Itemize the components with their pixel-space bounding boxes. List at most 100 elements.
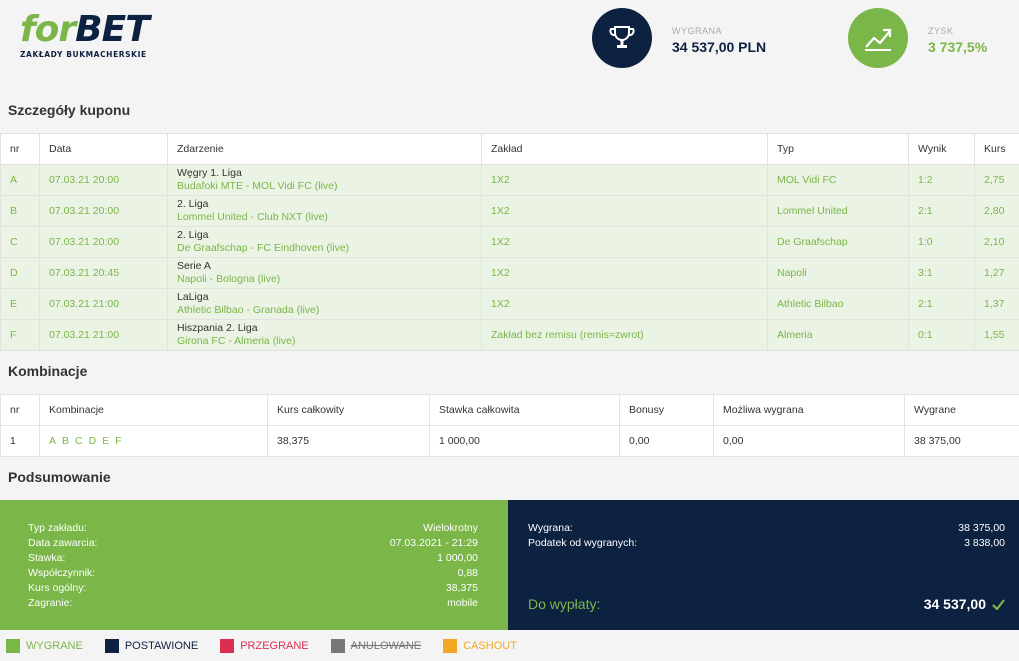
combo-letter: A: [49, 435, 57, 447]
table-row[interactable]: A 07.03.21 20:00 Węgry 1. Liga Budafoki M…: [0, 164, 1019, 196]
summary-value: 3 838,00: [964, 537, 1005, 549]
cell-total-odds: 38,375: [267, 425, 430, 457]
cell-nr: A: [0, 164, 40, 196]
summary-value: 38,375: [445, 582, 478, 594]
legend-label: POSTAWIONE: [124, 639, 199, 652]
cell-type: MOL Vidi FC: [767, 164, 909, 196]
cell-nr: 1: [0, 425, 40, 457]
cell-bet: 1X2: [481, 195, 768, 227]
legend-lost: PRZEGRANE: [220, 638, 309, 653]
cell-odds: 1,27: [974, 257, 1019, 289]
legend-label: PRZEGRANE: [240, 639, 309, 652]
coupon-header-row: nr Data Zdarzenie Zakład Typ Wynik Kurs: [0, 133, 1019, 165]
cell-type: Lommel United: [767, 195, 909, 227]
summary-row-stake: Stawka: 1 000,00: [28, 552, 478, 567]
legend-placed: POSTAWIONE: [104, 638, 199, 653]
col-kurs[interactable]: Kurs: [974, 133, 1019, 165]
wygrana-value: 34 537,00 PLN: [672, 39, 767, 55]
cell-date: 07.03.21 20:45: [39, 257, 168, 289]
league-name: LaLiga: [177, 291, 209, 303]
match-name[interactable]: Lommel United - Club NXT (live): [177, 211, 328, 223]
cell-date: 07.03.21 20:00: [39, 164, 168, 196]
cell-odds: 2,10: [974, 226, 1019, 258]
cell-nr: C: [0, 226, 40, 258]
col-mozliwa-wygrana: Możliwa wygrana: [713, 394, 905, 426]
legend-won: WYGRANE: [6, 638, 83, 653]
col-kurs-calkowity: Kurs całkowity: [267, 394, 430, 426]
league-name: Węgry 1. Liga: [177, 167, 242, 179]
zysk-label: ZYSK: [928, 26, 954, 36]
match-name[interactable]: Napoli - Bologna (live): [177, 273, 281, 285]
legend-swatch-cashout: [443, 638, 458, 653]
cell-result: 1:0: [908, 226, 975, 258]
table-row[interactable]: D 07.03.21 20:45 Serie A Napoli - Bologna…: [0, 257, 1019, 289]
col-bonusy: Bonusy: [619, 394, 714, 426]
league-name: Serie A: [177, 260, 211, 272]
cell-odds: 1,55: [974, 319, 1019, 351]
coupon-section-title: Szczegóły kuponu: [8, 102, 131, 118]
payout-label: Do wypłaty:: [528, 596, 601, 612]
match-name[interactable]: Athletic Bilbao - Granada (live): [177, 304, 320, 316]
cell-odds: 2,75: [974, 164, 1019, 196]
table-row[interactable]: C 07.03.21 20:00 2. Liga De Graafschap - …: [0, 226, 1019, 258]
cell-bet: Zakład bez remisu (remis=zwrot): [481, 319, 768, 351]
cell-win: 38 375,00: [904, 425, 1019, 457]
col-kombinacje: Kombinacje: [39, 394, 268, 426]
table-row[interactable]: E 07.03.21 21:00 LaLiga Athletic Bilbao -…: [0, 288, 1019, 320]
cell-event: LaLiga Athletic Bilbao - Granada (live): [167, 288, 482, 320]
logo-for-text: for: [20, 9, 76, 50]
summary-value: 07.03.2021 - 21:29: [389, 537, 478, 549]
cell-result: 0:1: [908, 319, 975, 351]
match-name[interactable]: Budafoki MTE - MOL Vidi FC (live): [177, 180, 338, 192]
summary-row-factor: Współczynnik: 0,88: [28, 567, 478, 582]
cell-date: 07.03.21 20:00: [39, 195, 168, 227]
col-typ[interactable]: Typ: [767, 133, 909, 165]
col-data[interactable]: Data: [39, 133, 168, 165]
col-zdarzenie[interactable]: Zdarzenie: [167, 133, 482, 165]
cell-date: 07.03.21 20:00: [39, 226, 168, 258]
legend-swatch-cancelled: [330, 638, 345, 653]
table-row[interactable]: F 07.03.21 21:00 Hiszpania 2. Liga Girona…: [0, 319, 1019, 351]
summary-row-win: Wygrana: 38 375,00: [528, 522, 1005, 537]
summary-value: 38 375,00: [958, 522, 1005, 534]
forbet-logo[interactable]: forBET ZAKŁADY BUKMACHERSKIE: [20, 9, 150, 60]
cell-nr: F: [0, 319, 40, 351]
summary-payout-panel: Wygrana: 38 375,00 Podatek od wygranych: 3…: [508, 500, 1019, 630]
cell-date: 07.03.21 21:00: [39, 288, 168, 320]
match-name[interactable]: Girona FC - Almeria (live): [177, 335, 296, 347]
col-nr: nr: [0, 394, 40, 426]
cell-event: 2. Liga Lommel United - Club NXT (live): [167, 195, 482, 227]
summary-value: Wielokrotny: [423, 522, 478, 534]
col-zaklad[interactable]: Zakład: [481, 133, 768, 165]
combinations-section-title: Kombinacje: [8, 363, 88, 379]
col-stawka-calkowita: Stawka całkowita: [429, 394, 620, 426]
combo-letter: C: [75, 435, 83, 447]
match-name[interactable]: De Graafschap - FC Eindhoven (live): [177, 242, 350, 254]
league-name: 2. Liga: [177, 229, 209, 241]
cell-bonus: 0,00: [619, 425, 714, 457]
col-wynik[interactable]: Wynik: [908, 133, 975, 165]
cell-bet: 1X2: [481, 257, 768, 289]
summary-label: Kurs ogólny:: [28, 582, 87, 594]
summary-value: 0,88: [457, 567, 478, 579]
cell-odds: 2,80: [974, 195, 1019, 227]
summary-label: Zagranie:: [28, 597, 73, 609]
status-legend: WYGRANE POSTAWIONE PRZEGRANE ANULOWANE C…: [0, 630, 1019, 661]
summary-label: Stawka:: [28, 552, 66, 564]
summary-row-total-odds: Kurs ogólny: 38,375: [28, 582, 478, 597]
cell-bet: 1X2: [481, 226, 768, 258]
cell-date: 07.03.21 21:00: [39, 319, 168, 351]
cell-nr: E: [0, 288, 40, 320]
cell-event: Hiszpania 2. Liga Girona FC - Almeria (li…: [167, 319, 482, 351]
cell-bet: 1X2: [481, 288, 768, 320]
cell-type: Napoli: [767, 257, 909, 289]
legend-cancelled: ANULOWANE: [330, 638, 421, 653]
combo-letter: B: [62, 435, 70, 447]
table-row[interactable]: B 07.03.21 20:00 2. Liga Lommel United - …: [0, 195, 1019, 227]
coupon-table: nr Data Zdarzenie Zakład Typ Wynik Kurs …: [0, 133, 1019, 351]
legend-swatch-won: [6, 638, 20, 653]
summary-row-date: Data zawarcia: 07.03.2021 - 21:29: [28, 537, 478, 552]
col-nr[interactable]: nr: [0, 133, 40, 165]
